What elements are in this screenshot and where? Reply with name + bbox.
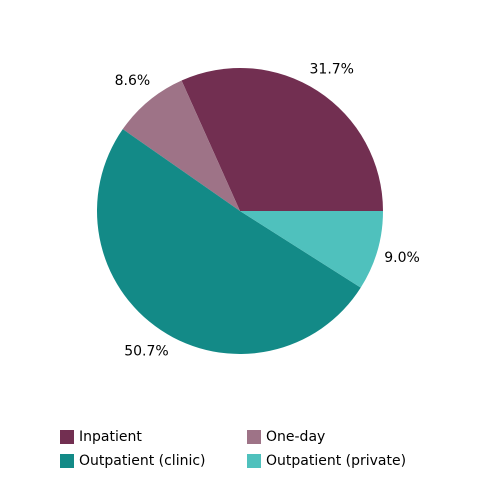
legend-label: Outpatient (clinic) [79, 453, 206, 469]
legend-swatch [247, 454, 261, 468]
legend-swatch [247, 430, 261, 444]
pie-slice [240, 211, 383, 288]
pie-slice [96, 129, 361, 355]
legend-label: Outpatient (private) [266, 453, 406, 469]
legend-label: Inpatient [79, 429, 142, 445]
data-label: 31.7% [310, 61, 354, 77]
legend-swatch [60, 430, 74, 444]
pie-slice [181, 67, 383, 212]
data-label: 50.7% [124, 343, 168, 359]
legend-label: One-day [266, 429, 325, 445]
data-label: 8.6% [115, 73, 151, 89]
data-label: 9.0% [384, 250, 420, 266]
pie-slice [122, 80, 240, 211]
legend-swatch [60, 454, 74, 468]
